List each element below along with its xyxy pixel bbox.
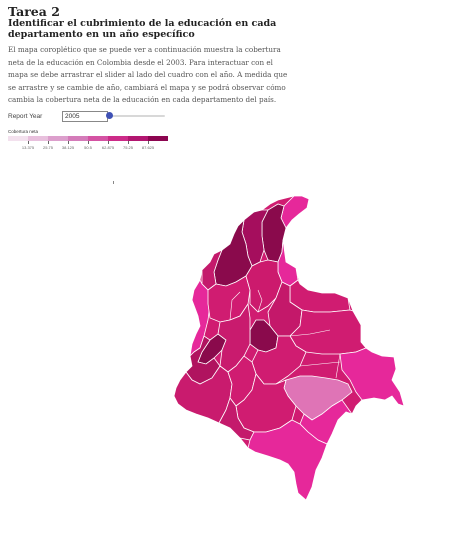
legend-swatch [8, 136, 28, 141]
legend-tick-label: 25.75 [42, 145, 54, 150]
legend-tick-label: 62.875 [101, 145, 115, 150]
legend-tick [28, 141, 29, 144]
legend-swatch [28, 136, 48, 141]
legend-tick-label: 87.625 [141, 145, 155, 150]
page-description: El mapa coroplético que se puede ver a c… [8, 45, 288, 105]
page-title: Tarea 2 [8, 4, 60, 19]
legend-color-bar [8, 136, 168, 141]
department-putumayo [218, 397, 255, 441]
year-slider-track[interactable] [108, 115, 165, 117]
department-arauca [289, 279, 351, 313]
legend-swatch [48, 136, 68, 141]
department-antioquia-north [201, 249, 223, 291]
department-borders [229, 289, 341, 379]
legend-tick [128, 141, 129, 144]
legend-tick-label: 75.25 [122, 145, 134, 150]
legend-tick-label: 38.125 [61, 145, 75, 150]
department-guainia [339, 347, 405, 407]
legend-swatch [148, 136, 168, 141]
legend-tick [68, 141, 69, 144]
department-amazonas [247, 419, 328, 501]
legend-title: Cobertura neta [8, 129, 39, 134]
legend-tick [88, 141, 89, 144]
legend-tick [108, 141, 109, 144]
report-year-label: Report Year [8, 113, 43, 120]
legend-swatch [68, 136, 88, 141]
legend-tick-label: 50.5 [84, 145, 92, 150]
department-vichada [289, 309, 367, 355]
department-valle [185, 335, 221, 385]
legend-tick [148, 141, 149, 144]
legend-swatch [88, 136, 108, 141]
page-subtitle: Identificar el cubrimiento de la educaci… [8, 18, 277, 40]
legend-swatch [108, 136, 128, 141]
legend-tick [48, 141, 49, 144]
year-slider-thumb[interactable] [106, 112, 113, 119]
legend-swatch [128, 136, 148, 141]
legend-tick-label: 13.375 [21, 145, 35, 150]
tooltip-anchor-marker [113, 181, 114, 184]
